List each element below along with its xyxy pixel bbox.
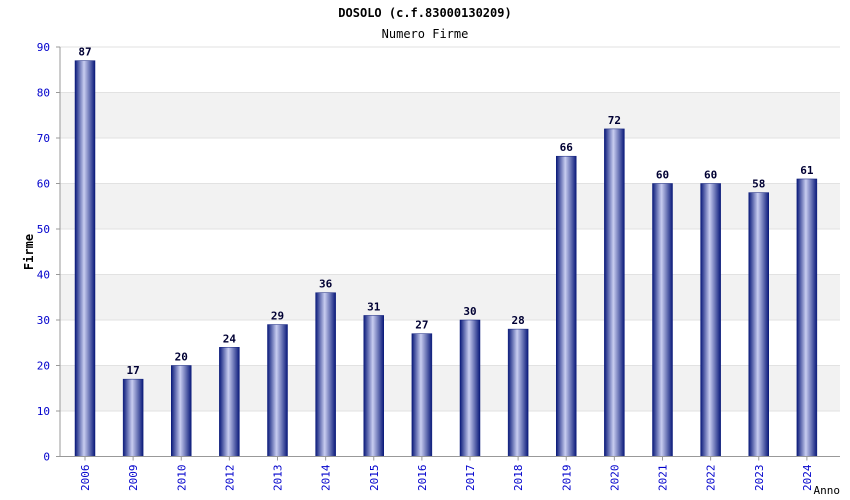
y-axis-ticks: 0 10 20 30 40 50 60 70 80 90 — [37, 41, 60, 464]
bar-2019 — [556, 155, 577, 457]
data-label-2023: 58 — [752, 178, 765, 191]
bar-2009 — [122, 378, 144, 457]
chart-title: DOSOLO (c.f.83000130209) — [338, 6, 511, 20]
y-tick-label: 0 — [43, 451, 50, 464]
x-tick-label-2021: 2021 — [657, 465, 670, 492]
x-tick-label-2024: 2024 — [801, 464, 814, 491]
x-tick-label-2006: 2006 — [79, 465, 92, 492]
x-tick-label-2022: 2022 — [705, 465, 718, 492]
y-tick-label: 30 — [37, 314, 50, 327]
bar-2023 — [748, 192, 769, 457]
data-label-2010: 20 — [175, 351, 188, 364]
grid-band — [60, 274, 840, 320]
data-label-2021: 60 — [656, 169, 669, 182]
bar-2018 — [507, 328, 529, 457]
x-tick-label-2015: 2015 — [368, 465, 381, 492]
bar-2022 — [700, 183, 721, 457]
y-tick-label: 10 — [37, 405, 50, 418]
x-axis-label: Anno — [814, 484, 841, 497]
x-tick-label-2016: 2016 — [416, 465, 429, 492]
data-label-2017: 30 — [463, 305, 476, 318]
x-tick-label-2013: 2013 — [272, 465, 285, 492]
data-label-2024: 61 — [800, 164, 814, 177]
bar-2010 — [171, 365, 192, 457]
y-tick-label: 70 — [37, 132, 50, 145]
data-label-2013: 29 — [271, 310, 284, 323]
y-tick-label: 80 — [37, 87, 50, 100]
data-label-2012: 24 — [223, 332, 237, 345]
bar-2016 — [411, 333, 433, 457]
bar-2013 — [267, 324, 288, 457]
x-tick-label-2023: 2023 — [753, 465, 766, 492]
data-label-2015: 31 — [367, 300, 381, 313]
data-label-2014: 36 — [319, 278, 333, 291]
data-label-2018: 28 — [512, 314, 525, 327]
y-tick-label: 90 — [37, 41, 50, 54]
bar-2020 — [604, 128, 625, 457]
x-tick-label-2020: 2020 — [608, 465, 621, 492]
y-axis-label: Firme — [22, 234, 36, 270]
y-tick-label: 60 — [37, 178, 50, 191]
y-tick-label: 20 — [37, 360, 50, 373]
bar-2006 — [74, 60, 96, 457]
grid-band — [60, 92, 840, 138]
data-labels: 87 17 20 24 29 36 31 27 30 28 66 72 60 60 58 61 — [78, 46, 814, 377]
x-tick-label-2009: 2009 — [127, 465, 140, 492]
data-label-2019: 66 — [560, 141, 574, 154]
bar-2021 — [652, 183, 673, 457]
bar-2017 — [459, 319, 481, 457]
bar-2012 — [219, 347, 240, 457]
grid-band — [60, 183, 840, 229]
bar-2015 — [363, 315, 384, 457]
x-tick-label-2010: 2010 — [175, 465, 188, 492]
x-tick-label-2017: 2017 — [464, 465, 477, 492]
data-label-2009: 17 — [127, 364, 140, 377]
data-label-2022: 60 — [704, 169, 717, 182]
data-label-2006: 87 — [78, 46, 91, 59]
y-tick-label: 40 — [37, 269, 50, 282]
y-tick-label: 50 — [37, 223, 50, 236]
bar-2024 — [796, 178, 818, 457]
data-label-2016: 27 — [415, 319, 428, 332]
x-axis-ticks: 2006 2009 2010 2012 2013 2014 2015 2016 2017 2018… — [79, 456, 814, 492]
x-tick-label-2014: 2014 — [320, 464, 333, 491]
x-tick-label-2019: 2019 — [560, 465, 573, 492]
data-label-2020: 72 — [608, 114, 621, 127]
x-tick-label-2012: 2012 — [223, 465, 236, 492]
bar-2014 — [315, 292, 336, 457]
chart-subtitle: Numero Firme — [382, 27, 469, 41]
bars — [74, 60, 818, 457]
x-tick-label-2018: 2018 — [512, 465, 525, 492]
